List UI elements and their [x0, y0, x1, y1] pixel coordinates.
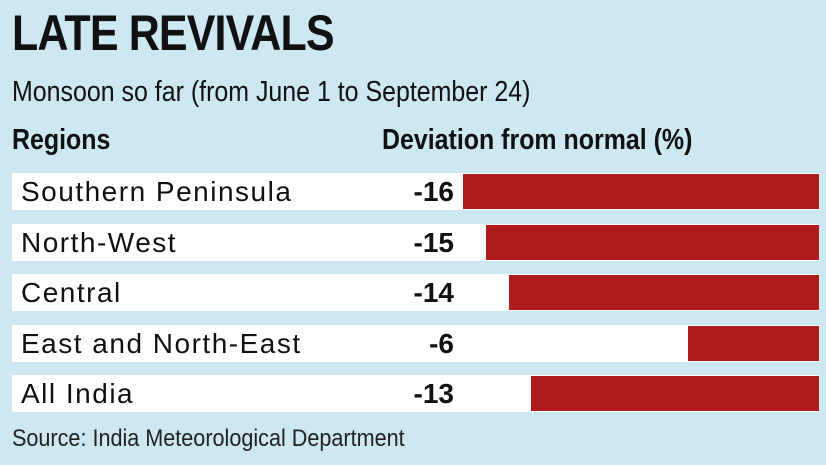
- table-row: All India -13: [12, 375, 819, 412]
- column-header-regions: Regions: [12, 124, 111, 156]
- deviation-bar: [486, 225, 819, 260]
- deviation-bar: [531, 376, 819, 411]
- deviation-value: -13: [413, 378, 454, 409]
- table-row: Central -14: [12, 274, 819, 311]
- table-row: East and North-East -6: [12, 325, 819, 362]
- table-row: North-West -15: [12, 224, 819, 261]
- region-label: East and North-East: [21, 328, 302, 359]
- chart-subtitle: Monsoon so far (from June 1 to September…: [12, 76, 531, 108]
- region-label: North-West: [21, 227, 178, 258]
- deviation-value: -6: [429, 328, 454, 359]
- table-row: Southern Peninsula -16: [12, 173, 819, 210]
- chart-title: LATE REVIVALS: [12, 5, 335, 61]
- region-label: Southern Peninsula: [21, 176, 293, 207]
- source-note: Source: India Meteorological Department: [12, 425, 405, 452]
- region-label: All India: [21, 378, 135, 409]
- deviation-bar: [463, 174, 819, 209]
- deviation-bar: [509, 275, 819, 310]
- deviation-value: -15: [413, 227, 454, 258]
- deviation-bar: [688, 326, 819, 361]
- region-label: Central: [21, 277, 122, 308]
- column-header-deviation: Deviation from normal (%): [382, 124, 693, 156]
- deviation-value: -16: [413, 176, 454, 207]
- deviation-value: -14: [413, 277, 454, 308]
